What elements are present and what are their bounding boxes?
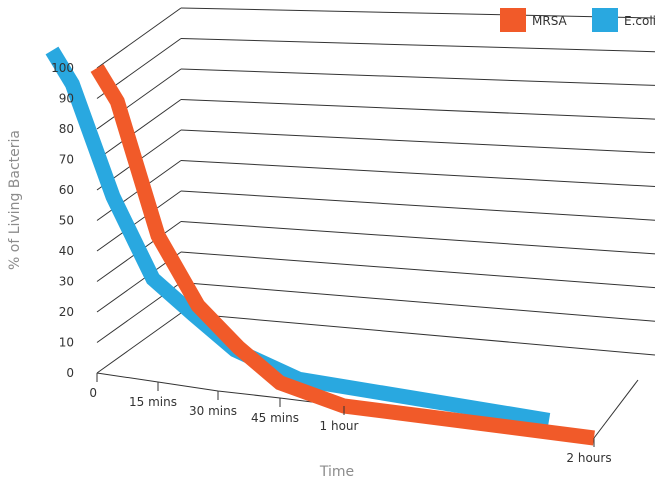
series-line-e-coli: [45, 46, 551, 428]
y-tick-label: 10: [59, 336, 74, 350]
y-tick-label: 100: [51, 61, 74, 75]
y-grid-depth-7: [96, 99, 182, 160]
y-gridline-10: [180, 7, 656, 19]
series-lines: [45, 46, 595, 446]
y-grid-depth-0: [96, 312, 182, 374]
y-gridline-4: [180, 190, 656, 221]
x-tick-label: 30 mins: [189, 404, 237, 418]
y-tick-labels: 0 10 20 30 40 50 60 70 80 90 100: [51, 61, 74, 380]
y-gridline-7: [180, 99, 656, 120]
y-gridline-5: [180, 160, 656, 187]
y-tick-label: 90: [59, 92, 74, 106]
y-gridline-1: [180, 282, 656, 322]
right-depth-edge: [593, 379, 639, 439]
y-gridline-2: [180, 251, 656, 289]
y-tick-label: 60: [59, 183, 74, 197]
x-tick-label: 0: [89, 386, 97, 400]
x-tick-labels: 0 15 mins 30 mins 45 mins 1 hour 2 hours: [89, 373, 612, 465]
y-tick-label: 80: [59, 122, 74, 136]
y-axis-title: % of Living Bacteria: [7, 130, 23, 270]
series-line-mrsa: [90, 64, 595, 446]
y-gridline-6: [180, 129, 656, 154]
y-tick-label: 70: [59, 153, 74, 167]
gridlines: [96, 7, 656, 374]
legend: MRSA E.coli: [500, 8, 656, 32]
x-axis-title: Time: [319, 464, 354, 478]
y-grid-depth-8: [96, 68, 182, 130]
x-tick-label: 45 mins: [251, 411, 299, 425]
legend-label: E.coli: [624, 14, 656, 28]
y-tick-label: 0: [66, 366, 74, 380]
x-tick-label: 15 mins: [129, 395, 177, 409]
y-gridline-0: [180, 312, 656, 356]
y-gridline-8: [180, 68, 656, 86]
y-tick-label: 30: [59, 275, 74, 289]
y-grid-depth-10: [96, 7, 182, 69]
y-gridline-9: [180, 38, 656, 53]
y-tick-label: 50: [59, 214, 74, 228]
legend-swatch-e-coli: [592, 8, 618, 32]
legend-label: MRSA: [532, 14, 568, 28]
y-tick-label: 20: [59, 305, 74, 319]
legend-swatch-mrsa: [500, 8, 526, 32]
x-tick-label: 2 hours: [566, 451, 611, 465]
x-tick-label: 1 hour: [320, 419, 359, 433]
y-grid-depth-4: [96, 190, 182, 252]
y-tick-label: 40: [59, 244, 74, 258]
y-gridline-3: [180, 221, 656, 255]
